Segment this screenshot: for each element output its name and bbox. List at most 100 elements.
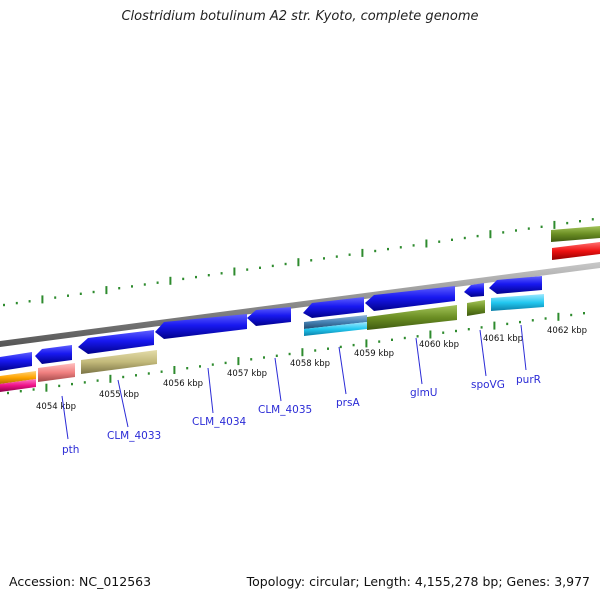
lower-track-minor-tick [583, 312, 585, 315]
upper-track-major-tick [169, 276, 172, 285]
upper-track-minor-tick [591, 218, 594, 221]
lower-track-minor-tick [250, 358, 253, 361]
cds-arrow-glmU[interactable] [365, 286, 455, 311]
gene-labels: pth CLM_4033 CLM_4034 CLM_4035 prsA glmU… [62, 374, 541, 456]
feature-olive-glmU[interactable] [367, 305, 457, 330]
feature-olive-far-right[interactable] [551, 226, 600, 242]
upper-track-minor-tick [67, 294, 69, 297]
leader-purR [520, 324, 527, 371]
kbp-label-4059: 4059 kbp [354, 349, 394, 359]
lower-track-minor-tick [544, 317, 547, 320]
cds-arrow-clm-4034[interactable] [155, 314, 247, 339]
feature-steel-prsA[interactable] [304, 315, 367, 329]
kbp-labels: 4054 kbp 4055 kbp 4056 kbp 4057 kbp 4058… [36, 326, 587, 412]
upper-track-major-tick [41, 295, 44, 304]
feature-salmon-pth[interactable] [38, 363, 75, 382]
lower-track-minor-tick [570, 313, 573, 317]
leader-glmU [415, 337, 423, 385]
cds-arrow-pth[interactable] [35, 345, 72, 364]
upper-track-minor-tick [156, 281, 159, 284]
upper-track-minor-tick [195, 275, 197, 279]
gene-label-prsA[interactable]: prsA [336, 397, 360, 409]
page-title: Clostridium botulinum A2 str. Kyoto, com… [121, 9, 479, 24]
feature-track [0, 294, 544, 392]
upper-track-minor-tick [207, 274, 210, 277]
upper-track-major-tick [361, 248, 364, 257]
upper-track-minor-tick [515, 229, 517, 232]
cds-arrow-purR[interactable] [489, 276, 542, 294]
leader-clm-4034 [207, 367, 214, 414]
lower-track-minor-tick [352, 343, 355, 347]
feature-olive-spoVG[interactable] [467, 300, 485, 316]
leader-clm-4035 [274, 357, 282, 402]
lower-track-minor-tick [442, 331, 445, 334]
cds-arrow-spoVG[interactable] [464, 283, 484, 297]
gene-label-clm-4035[interactable]: CLM_4035 [258, 404, 312, 416]
upper-track-major-tick [297, 258, 300, 267]
lower-track-minor-tick [71, 382, 73, 386]
feature-cyan-purR[interactable] [491, 294, 544, 311]
feature-magenta-left[interactable] [0, 379, 36, 392]
kbp-label-4058: 4058 kbp [290, 359, 330, 369]
lower-track-major-tick [173, 366, 176, 374]
lower-track-minor-tick [275, 354, 278, 357]
upper-track-minor-tick [476, 234, 479, 238]
lower-track-minor-tick [147, 372, 150, 375]
lower-track-minor-tick [160, 370, 163, 373]
upper-track-minor-tick [540, 225, 543, 228]
upper-track-minor-tick [579, 220, 581, 223]
feature-orange-left[interactable] [0, 371, 36, 384]
lower-track-minor-tick [288, 352, 291, 356]
upper-track-minor-tick [271, 264, 274, 268]
feature-khaki-clm-4033[interactable] [81, 350, 157, 374]
upper-track-minor-tick [412, 244, 415, 247]
gene-leader-lines [61, 324, 527, 440]
lower-track-minor-tick [519, 320, 521, 324]
upper-track-minor-tick [284, 262, 287, 266]
leader-prsA [338, 346, 347, 395]
feature-cyan-prsA[interactable] [304, 322, 367, 336]
gene-label-clm-4034[interactable]: CLM_4034 [192, 416, 247, 428]
feature-red-far-right[interactable] [552, 242, 600, 260]
upper-track-minor-tick [246, 268, 249, 271]
gene-label-spoVG[interactable]: spoVG [471, 379, 505, 391]
cds-arrow-clm-4035[interactable] [247, 307, 291, 326]
kbp-label-4060: 4060 kbp [419, 340, 459, 350]
lower-track-minor-tick [263, 356, 265, 359]
lower-tick-track [7, 312, 585, 395]
upper-track-minor-tick [118, 287, 121, 290]
upper-track-minor-tick [335, 255, 338, 258]
gene-label-purR[interactable]: purR [516, 374, 541, 386]
upper-track-minor-tick [259, 266, 261, 269]
upper-track-minor-tick [566, 221, 569, 225]
upper-track-minor-tick [438, 240, 441, 243]
kbp-label-4061: 4061 kbp [483, 334, 523, 344]
lower-track-minor-tick [455, 329, 457, 333]
lower-track-major-tick [557, 312, 560, 321]
cds-arrow-prsA[interactable] [303, 297, 364, 318]
lower-track-minor-tick [314, 349, 317, 352]
lower-track-minor-tick [416, 335, 419, 338]
kbp-label-4062: 4062 kbp [547, 326, 587, 336]
cds-track [0, 276, 542, 371]
cds-arrow-left-edge[interactable] [0, 352, 32, 371]
upper-track-minor-tick [54, 296, 57, 299]
upper-track-minor-tick [15, 301, 18, 305]
upper-track-minor-tick [323, 257, 325, 260]
lower-track-minor-tick [186, 367, 189, 370]
lower-track-major-tick [301, 348, 304, 357]
cds-arrow-clm-4033[interactable] [78, 330, 154, 354]
gene-label-glmU[interactable]: glmU [410, 387, 438, 399]
lower-track-minor-tick [211, 363, 214, 366]
lower-track-minor-tick [339, 345, 342, 349]
upper-track-minor-tick [463, 236, 466, 240]
lower-track-major-tick [45, 383, 48, 392]
gene-label-pth[interactable]: pth [62, 444, 79, 456]
lower-track-minor-tick [122, 375, 125, 379]
lower-track-minor-tick [480, 326, 483, 329]
upper-track-minor-tick [387, 247, 389, 251]
gene-label-clm-4033[interactable]: CLM_4033 [107, 430, 161, 442]
kbp-label-4056: 4056 kbp [163, 379, 203, 389]
